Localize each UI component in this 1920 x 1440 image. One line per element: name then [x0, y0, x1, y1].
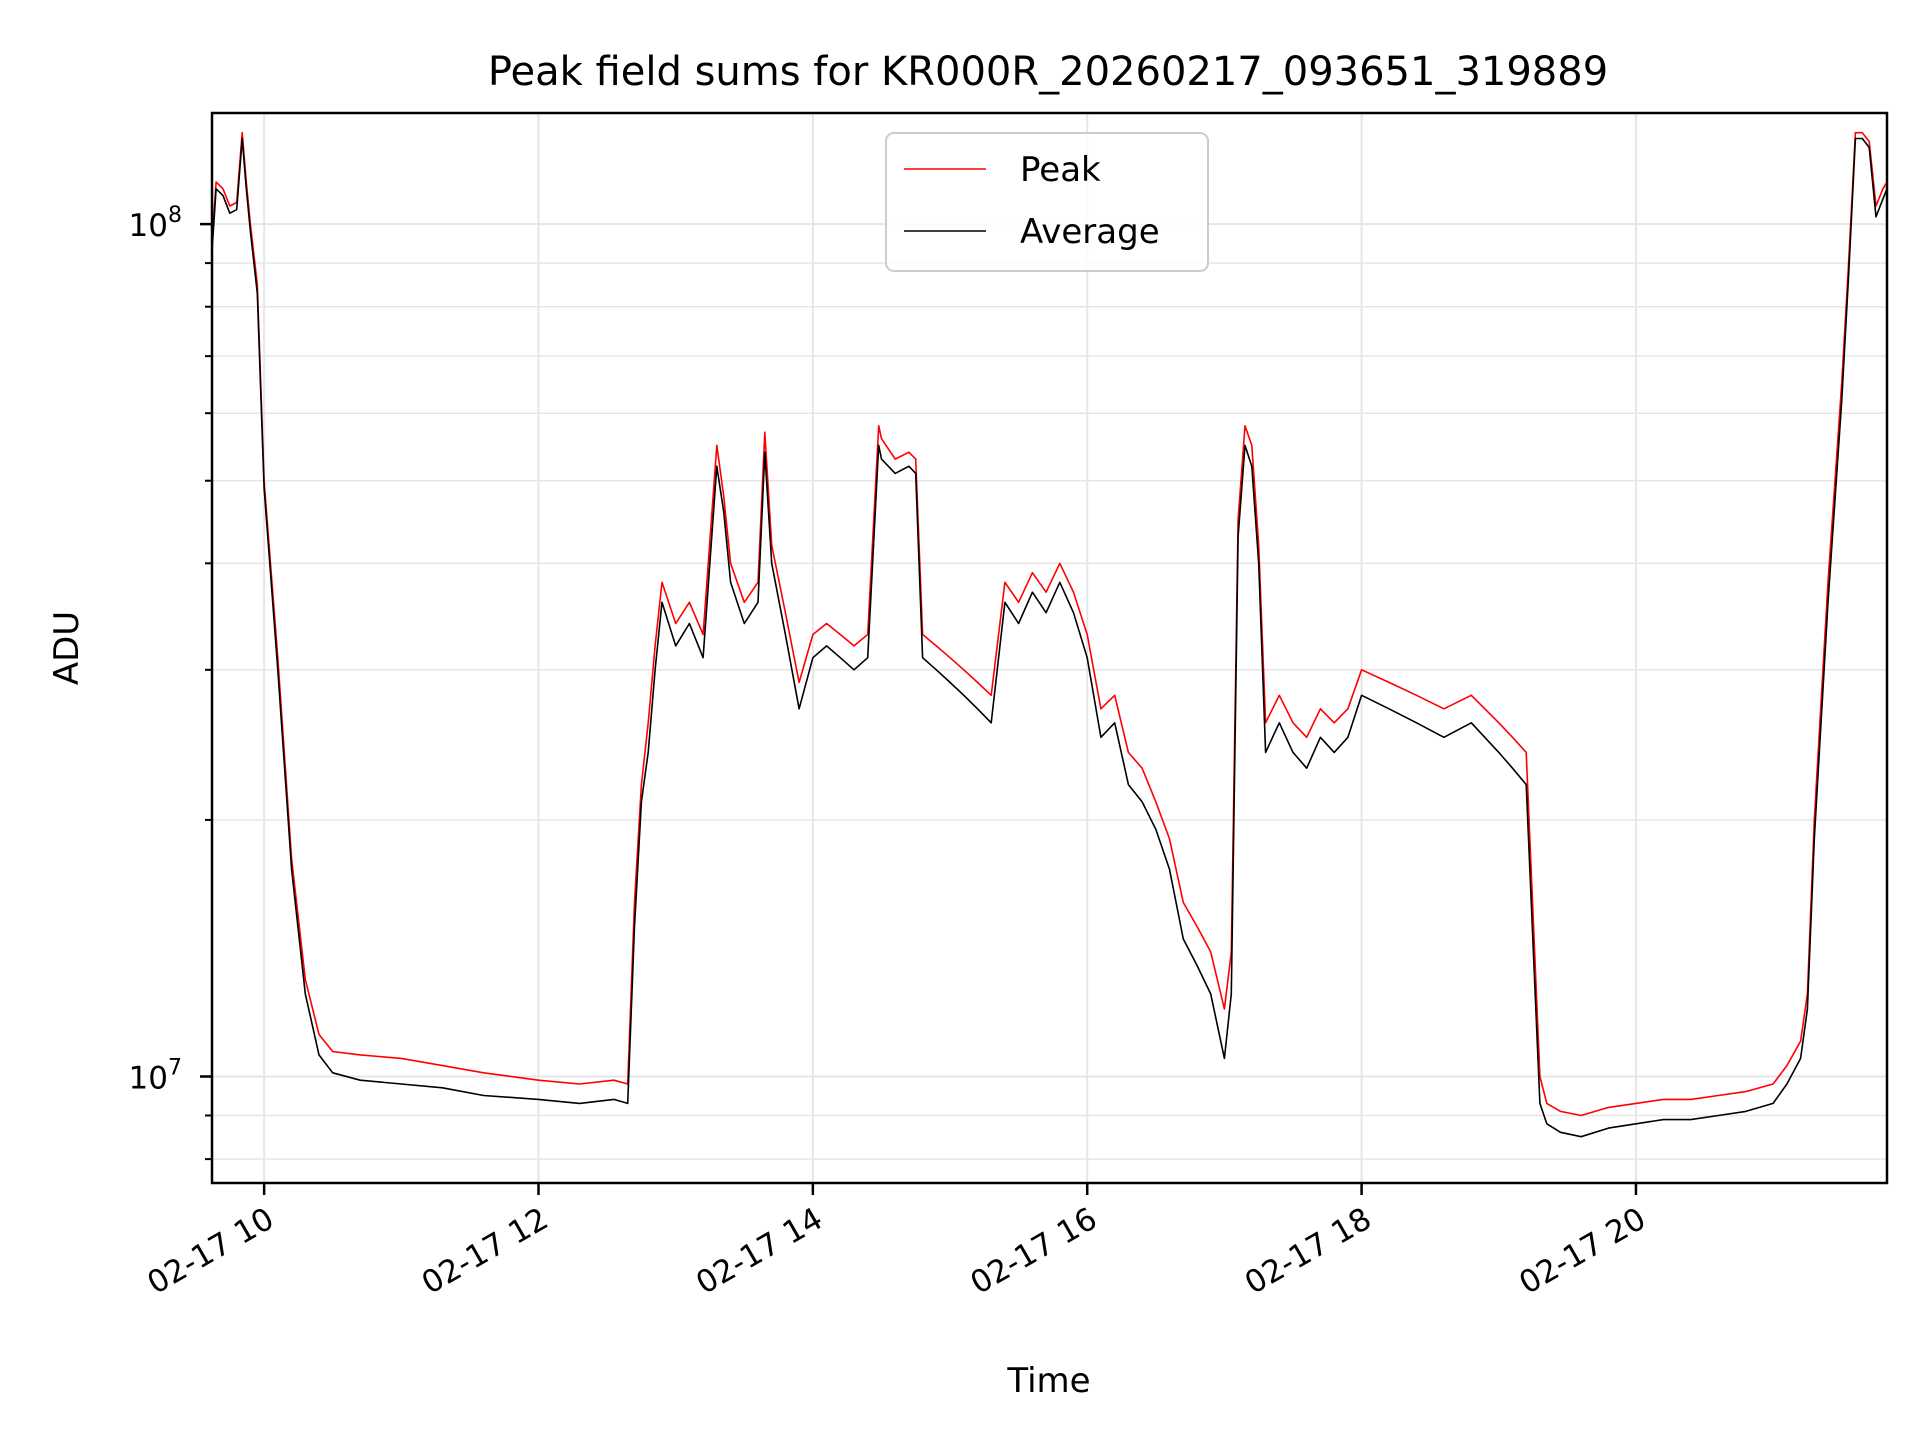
- peak-series-line: [211, 131, 1888, 1117]
- y-axis: 107 108: [129, 203, 212, 1161]
- legend-box: [885, 132, 1209, 272]
- average-series-line: [211, 137, 1888, 1138]
- y-axis-label: ADU: [47, 611, 87, 685]
- chart-title: Peak field sums for KR000R_20260217_0936…: [488, 49, 1608, 95]
- legend-peak-label: Peak: [1020, 150, 1101, 190]
- x-axis-label: Time: [1006, 1361, 1090, 1401]
- legend-average-label: Average: [1020, 212, 1160, 252]
- series-layer: [211, 131, 1888, 1138]
- plot-frame: [210, 111, 1889, 1185]
- y-tick-label: 107: [129, 1056, 182, 1097]
- legend: Peak Average: [885, 132, 1209, 272]
- y-tick-label: 108: [129, 203, 182, 244]
